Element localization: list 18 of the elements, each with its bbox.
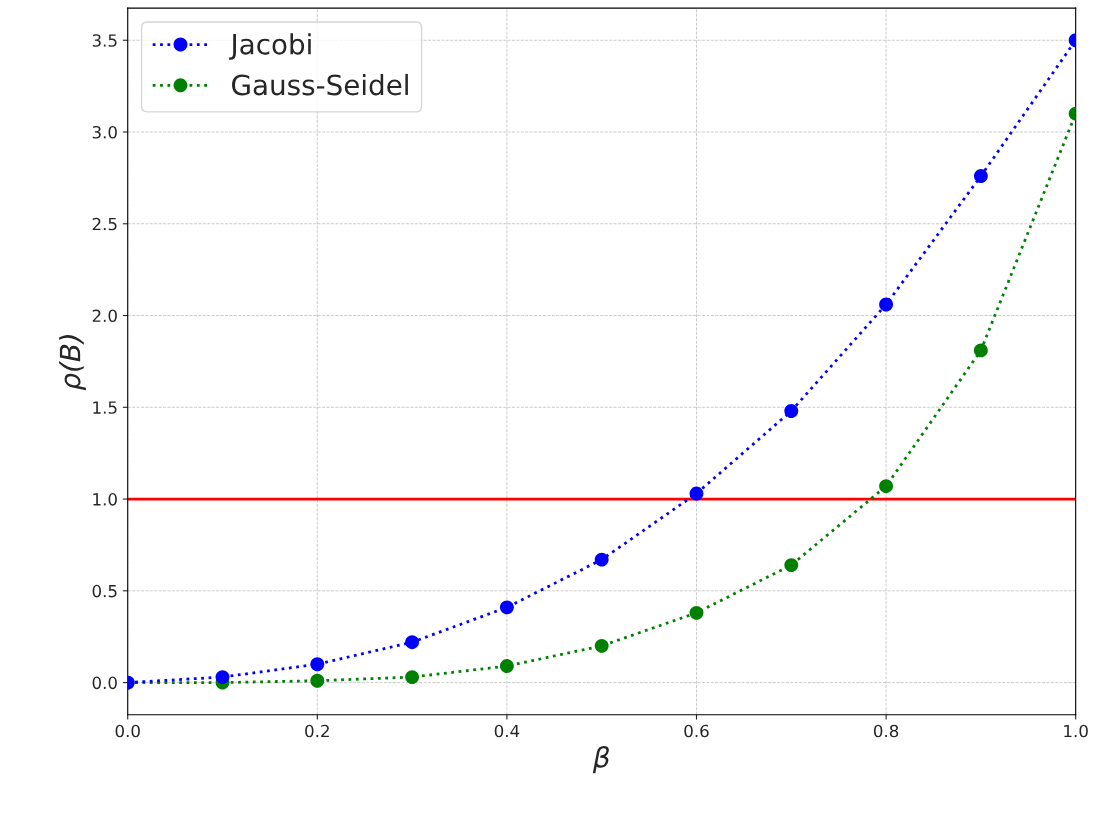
x-tick-label: 0.2 — [305, 724, 329, 738]
x-tick-label: 0.8 — [873, 724, 899, 738]
legend-label: Gauss-Seidel — [232, 73, 408, 96]
y-tick-label: 3.5 — [92, 34, 117, 47]
y-tick-label: 2.5 — [92, 217, 117, 231]
y-tick-label: 0.0 — [92, 676, 117, 690]
x-tick-label: 0.0 — [115, 724, 140, 738]
x-tick-label: 0.4 — [494, 724, 520, 738]
y-tick-label: 1.0 — [93, 493, 117, 506]
y-tick-label: 0.5 — [92, 584, 117, 598]
y-tick-label: 3.0 — [92, 125, 117, 139]
legend-label: Jacobi — [229, 33, 311, 60]
y-tick-label: 2.0 — [92, 309, 117, 323]
y-tick-label: 1.5 — [93, 401, 117, 414]
x-axis-title: β — [592, 746, 609, 774]
x-tick-label: 1.0 — [1064, 724, 1088, 738]
x-tick-label: 0.6 — [684, 724, 709, 738]
y-axis-title: ρ(B) — [59, 335, 86, 391]
